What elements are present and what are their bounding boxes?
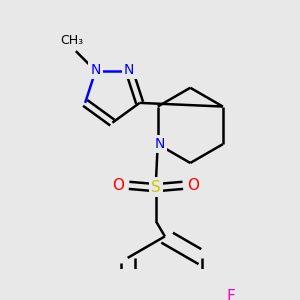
Text: N: N xyxy=(90,63,101,77)
Text: O: O xyxy=(112,178,124,193)
Text: CH₃: CH₃ xyxy=(60,34,83,47)
Text: N: N xyxy=(124,63,134,77)
Text: S: S xyxy=(151,180,161,195)
Text: F: F xyxy=(226,289,235,300)
Text: O: O xyxy=(188,178,200,193)
Text: N: N xyxy=(154,137,165,151)
